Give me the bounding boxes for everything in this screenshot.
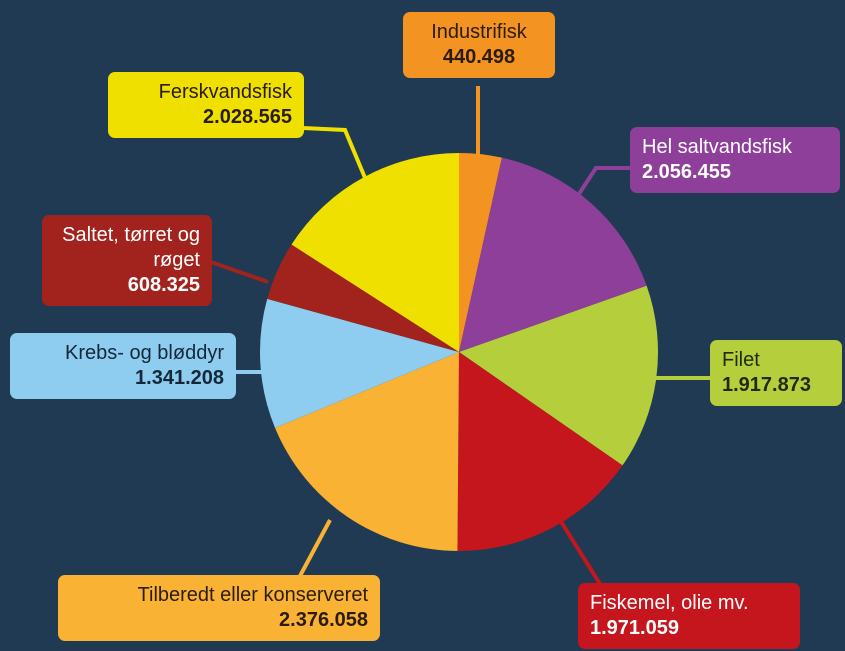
value-label: 2.056.455 — [642, 161, 731, 183]
value-label: 2.028.565 — [203, 106, 292, 128]
pie-slice — [291, 153, 459, 352]
slice-label: Hel saltvandsfisk 2.056.455 — [630, 127, 840, 193]
category-name: Ferskvandsfisk — [158, 81, 292, 103]
slice-label: Tilberedt eller konserveret 2.376.058 — [58, 575, 380, 641]
pie-slice — [267, 244, 459, 352]
category-name: Hel saltvandsfisk — [642, 136, 793, 158]
leader-line — [210, 260, 269, 284]
category-name: Tilberedt eller konserveret — [137, 584, 368, 606]
slice-label: Filet 1.917.873 — [710, 340, 842, 406]
pie-slice — [459, 153, 502, 352]
leader-line — [558, 518, 602, 586]
category-name: Saltet, tørret og røget — [62, 224, 200, 271]
pie-slice — [457, 352, 623, 551]
pie-slice — [275, 352, 459, 551]
value-label: 2.376.058 — [279, 609, 368, 631]
leader-line — [298, 519, 332, 577]
slice-label: Krebs- og bløddyr 1.341.208 — [10, 333, 236, 399]
category-name: Filet — [722, 349, 760, 371]
slice-label: Industrifisk 440.498 — [403, 12, 555, 78]
pie-slice — [260, 298, 459, 428]
leader-line — [302, 126, 370, 186]
value-label: 1.341.208 — [135, 367, 224, 389]
category-name: Fiskemel, olie mv. — [590, 592, 749, 614]
value-label: 1.917.873 — [722, 374, 811, 396]
value-label: 608.325 — [127, 274, 200, 296]
value-label: 1.971.059 — [590, 617, 679, 639]
pie-slice — [459, 285, 658, 466]
category-name: Krebs- og bløddyr — [65, 342, 224, 364]
category-name: Industrifisk — [431, 21, 527, 43]
slice-label: Fiskemel, olie mv. 1.971.059 — [578, 583, 800, 649]
slice-label: Ferskvandsfisk 2.028.565 — [108, 72, 304, 138]
slice-label: Saltet, tørret og røget 608.325 — [42, 215, 212, 306]
leader-line — [573, 166, 631, 202]
value-label: 440.498 — [442, 46, 516, 68]
pie-slice — [459, 157, 647, 352]
